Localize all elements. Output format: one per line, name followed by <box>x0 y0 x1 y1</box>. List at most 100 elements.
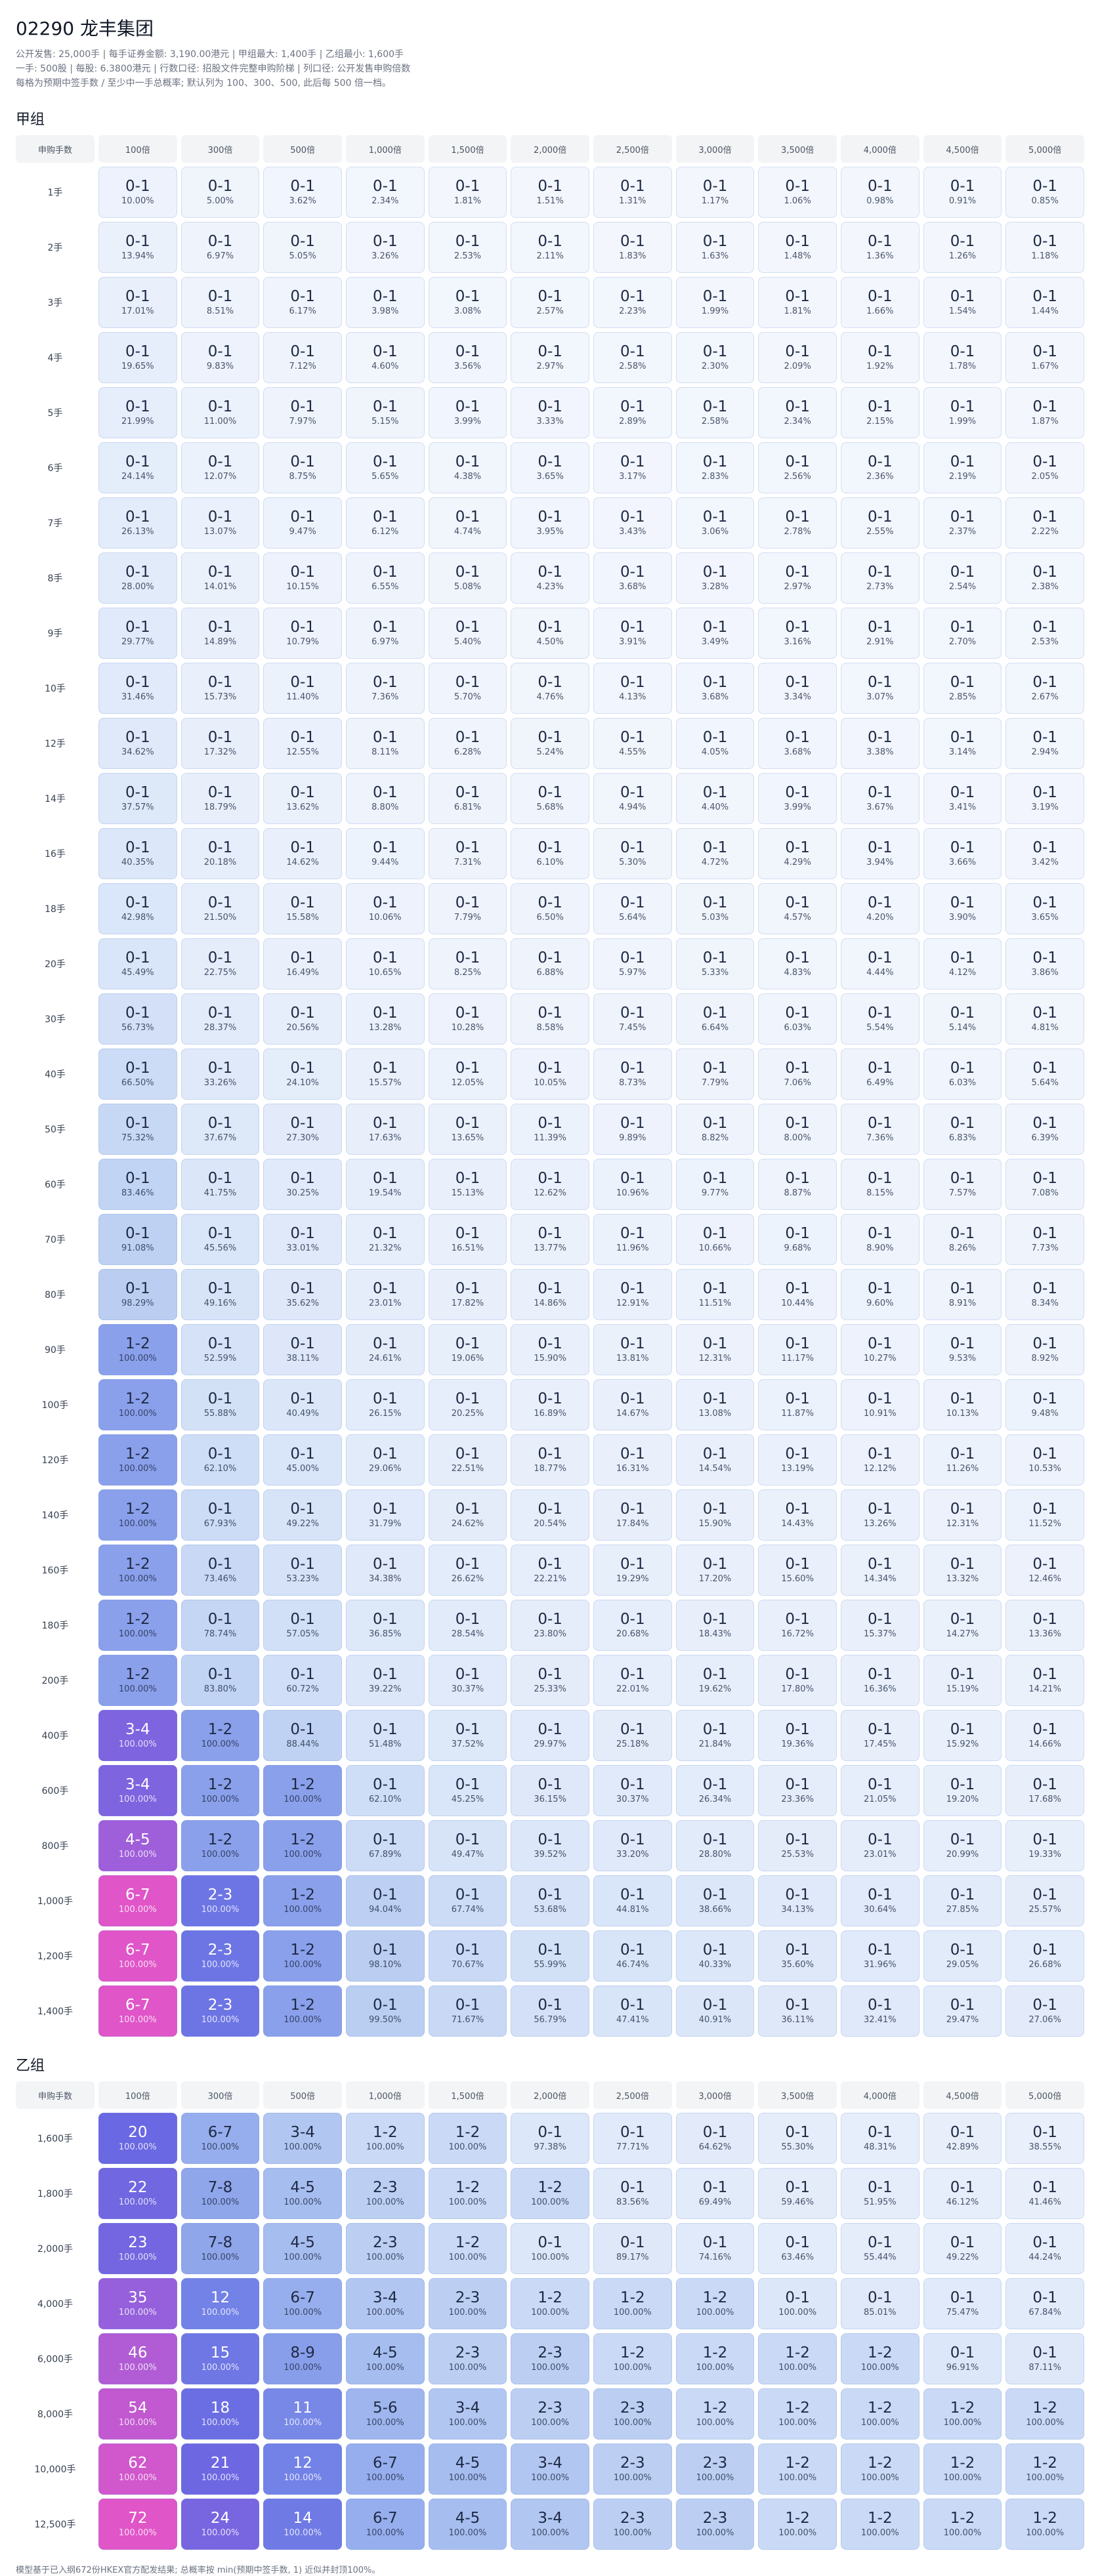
column-header: 300倍 <box>180 2081 260 2109</box>
allotment-cell: 0-1 31.96% <box>840 1930 920 1982</box>
allotment-cell: 0-1 30.37% <box>593 1765 672 1816</box>
expected-lots: 0-1 <box>702 949 728 966</box>
allotment-cell: 0-1 3.86% <box>1005 938 1084 989</box>
expected-lots: 0-1 <box>702 1942 728 1959</box>
allotment-cell: 0-1 6.97% <box>345 608 425 659</box>
expected-lots: 0-1 <box>1032 1060 1057 1077</box>
probability: 16.49% <box>286 968 319 978</box>
probability: 11.39% <box>534 1133 566 1143</box>
expected-lots: 0-1 <box>538 1776 562 1793</box>
probability: 3.99% <box>454 417 482 426</box>
probability: 17.63% <box>369 1133 402 1143</box>
allotment-cell: 0-1 1.78% <box>923 332 1002 383</box>
expected-lots: 0-1 <box>290 1445 315 1463</box>
allotment-cell: 0-1 64.62% <box>675 2113 755 2164</box>
expected-lots: 2-3 <box>455 2289 480 2306</box>
allotment-cell: 0-1 3.99% <box>758 773 837 824</box>
allotment-cell: 0-1 14.21% <box>1005 1655 1084 1706</box>
expected-lots: 0-1 <box>538 1611 562 1628</box>
allotment-cell: 0-1 3.66% <box>923 828 1002 879</box>
expected-lots: 2-3 <box>620 2510 645 2527</box>
probability: 12.31% <box>698 1354 732 1363</box>
allotment-cell: 20 100.00% <box>98 2113 177 2164</box>
allotment-cell: 2-3 100.00% <box>593 2388 672 2440</box>
probability: 100.00% <box>531 2363 570 2373</box>
expected-lots: 12 <box>293 2455 312 2472</box>
probability: 35.62% <box>286 1298 319 1308</box>
expected-lots: 0-1 <box>290 784 315 801</box>
expected-lots: 0-1 <box>455 1666 480 1683</box>
allotment-cell: 0-1 5.00% <box>180 167 260 218</box>
expected-lots: 0-1 <box>620 949 645 966</box>
probability: 100.00% <box>943 2528 982 2538</box>
probability: 17.80% <box>781 1684 814 1694</box>
expected-lots: 0-1 <box>702 894 728 911</box>
allotment-cell: 0-1 1.99% <box>923 387 1002 438</box>
allotment-cell: 0-1 23.36% <box>758 1765 837 1816</box>
probability: 20.54% <box>534 1519 566 1529</box>
expected-lots: 0-1 <box>620 564 645 581</box>
probability: 10.05% <box>534 1078 566 1088</box>
allotment-cell: 0-1 100.00% <box>511 2223 589 2274</box>
allotment-cell: 0-1 9.68% <box>758 1214 837 1265</box>
probability: 100.00% <box>696 2418 734 2428</box>
expected-lots: 0-1 <box>702 1886 728 1903</box>
allotment-cell: 0-1 13.81% <box>593 1324 672 1375</box>
probability: 100.00% <box>696 2528 734 2538</box>
allotment-cell: 0-1 55.44% <box>840 2223 920 2274</box>
probability: 34.13% <box>781 1905 814 1915</box>
expected-lots: 0-1 <box>373 1611 398 1628</box>
probability: 16.51% <box>451 1243 484 1253</box>
expected-lots: 0-1 <box>620 2124 645 2141</box>
probability: 33.26% <box>203 1078 237 1088</box>
expected-lots: 0-1 <box>868 2234 893 2251</box>
probability: 14.89% <box>203 637 237 647</box>
expected-lots: 0-1 <box>785 453 810 470</box>
allotment-cell: 0-1 5.24% <box>511 718 589 769</box>
row-label: 6,000手 <box>37 2354 74 2365</box>
allotment-cell: 0-1 8.90% <box>840 1214 920 1265</box>
allotment-cell: 1-2 100.00% <box>263 1820 342 1871</box>
allotment-cell: 0-1 49.16% <box>180 1269 260 1320</box>
expected-lots: 0-1 <box>207 288 233 305</box>
allotment-cell: 0-1 15.90% <box>675 1489 755 1541</box>
probability: 100.00% <box>860 2528 899 2538</box>
probability: 51.48% <box>369 1739 402 1749</box>
allotment-cell: 0-1 3.67% <box>840 773 920 824</box>
probability: 33.01% <box>286 1243 319 1253</box>
allotment-cell: 0-1 12.07% <box>180 442 260 493</box>
expected-lots: 1-2 <box>868 2344 893 2361</box>
expected-lots: 0-1 <box>785 1335 810 1352</box>
expected-lots: 1-2 <box>290 1886 315 1903</box>
probability: 100.00% <box>118 1739 157 1749</box>
allotment-cell: 0-1 1.44% <box>1005 277 1084 328</box>
allotment-cell: 0-1 53.23% <box>263 1545 342 1596</box>
probability: 10.91% <box>864 1409 897 1419</box>
expected-lots: 0-1 <box>373 1170 398 1187</box>
allotment-cell: 0-1 3.90% <box>923 883 1002 934</box>
allotment-cell: 0-1 2.78% <box>758 497 837 549</box>
expected-lots: 0-1 <box>950 1611 975 1628</box>
probability: 9.68% <box>784 1243 811 1253</box>
probability: 100.00% <box>366 2363 404 2373</box>
probability: 29.47% <box>946 2015 979 2025</box>
allotment-cell: 2-3 100.00% <box>345 2223 425 2274</box>
allotment-cell: 0-1 10.27% <box>840 1324 920 1375</box>
probability: 100.00% <box>284 2473 322 2483</box>
probability: 100.00% <box>118 1574 157 1584</box>
expected-lots: 0-1 <box>290 1666 315 1683</box>
allotment-cell: 2-3 100.00% <box>511 2333 589 2384</box>
probability: 8.15% <box>866 1188 894 1198</box>
probability: 100.00% <box>201 2197 240 2207</box>
allotment-cell: 1-2 100.00% <box>428 2223 507 2274</box>
expected-lots: 0-1 <box>455 1115 480 1132</box>
expected-lots: 0-1 <box>620 729 645 746</box>
expected-lots: 0-1 <box>373 1556 398 1573</box>
probability: 36.85% <box>369 1629 402 1639</box>
allotment-cell: 0-1 4.60% <box>345 332 425 383</box>
expected-lots: 0-1 <box>290 1170 315 1187</box>
expected-lots: 0-1 <box>455 1556 480 1573</box>
expected-lots: 1-2 <box>290 1831 315 1848</box>
expected-lots: 21 <box>210 2455 230 2472</box>
row-label: 5手 <box>47 408 63 419</box>
